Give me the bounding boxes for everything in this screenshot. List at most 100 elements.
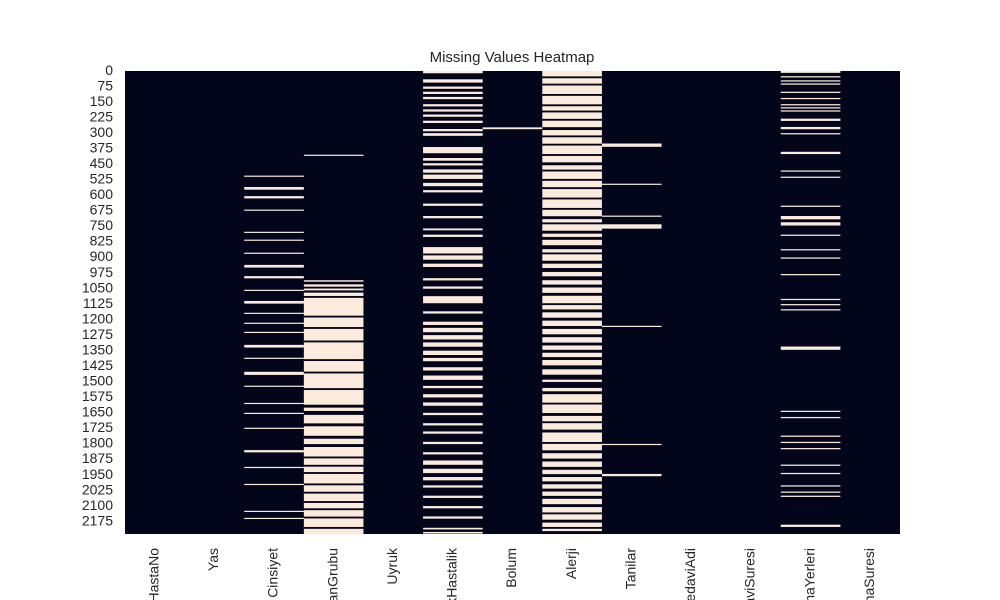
missing-cell bbox=[542, 328, 602, 335]
missing-cell bbox=[780, 524, 841, 527]
missing-cell bbox=[423, 506, 483, 509]
missing-cell bbox=[244, 466, 304, 469]
missing-cell bbox=[542, 369, 602, 375]
missing-cell bbox=[303, 407, 364, 411]
missing-cell bbox=[244, 412, 304, 415]
missing-cell bbox=[542, 145, 602, 155]
missing-cell bbox=[423, 431, 483, 434]
missing-cell bbox=[542, 78, 602, 84]
missing-cell bbox=[780, 71, 841, 73]
missing-cell bbox=[423, 485, 483, 488]
missing-cell bbox=[542, 106, 602, 111]
missing-cell bbox=[244, 483, 304, 486]
missing-cell bbox=[542, 522, 602, 527]
missing-cell bbox=[423, 255, 483, 260]
missing-cell bbox=[423, 158, 483, 161]
missing-cell bbox=[780, 435, 841, 437]
missing-cell bbox=[542, 305, 602, 310]
missing-cell bbox=[542, 224, 602, 231]
missing-cell bbox=[542, 469, 602, 475]
missing-cell bbox=[303, 438, 364, 445]
missing-cell bbox=[780, 485, 841, 487]
missing-cell bbox=[542, 219, 602, 223]
missing-cell bbox=[780, 222, 841, 226]
missing-cell bbox=[423, 296, 483, 304]
missing-cell bbox=[542, 171, 602, 179]
missing-cell bbox=[780, 110, 841, 112]
missing-cell bbox=[303, 361, 364, 372]
missing-cell bbox=[542, 120, 602, 128]
missing-cell bbox=[244, 175, 304, 177]
missing-cell bbox=[423, 357, 483, 362]
missing-cell bbox=[542, 528, 602, 532]
missing-cell bbox=[542, 189, 602, 198]
x-tick-label: KanGrubu bbox=[324, 548, 340, 600]
y-tick-label: 450 bbox=[90, 155, 114, 171]
missing-cell bbox=[423, 402, 483, 406]
missing-cell bbox=[780, 126, 841, 130]
missing-cell bbox=[303, 518, 364, 527]
x-tick-label: HastaNo bbox=[146, 548, 162, 600]
missing-cell bbox=[542, 498, 602, 505]
missing-cell bbox=[780, 216, 841, 220]
missing-cell bbox=[780, 170, 841, 172]
x-tick-label: KronikHastalik bbox=[444, 547, 460, 600]
missing-cell bbox=[423, 342, 483, 347]
missing-cell bbox=[423, 495, 483, 498]
missing-cell bbox=[423, 71, 483, 74]
missing-cell bbox=[423, 412, 483, 416]
missing-cell bbox=[423, 423, 483, 426]
missing-cell bbox=[542, 271, 602, 277]
y-tick-label: 1350 bbox=[82, 341, 113, 357]
missing-cell bbox=[303, 292, 364, 296]
missing-cell bbox=[542, 387, 602, 392]
missing-cell bbox=[423, 263, 483, 267]
missing-cell bbox=[303, 458, 364, 465]
missing-cell bbox=[423, 133, 483, 136]
missing-cell bbox=[780, 249, 841, 251]
missing-cell bbox=[542, 379, 602, 382]
missing-cell bbox=[780, 118, 841, 121]
missing-cell bbox=[780, 304, 841, 306]
missing-cell bbox=[542, 423, 602, 430]
missing-cell bbox=[303, 493, 364, 502]
missing-cell bbox=[423, 286, 483, 289]
missing-cell bbox=[542, 359, 602, 366]
missing-cell bbox=[542, 461, 602, 467]
missing-cell bbox=[780, 346, 841, 350]
y-tick-label: 2175 bbox=[82, 512, 113, 528]
missing-cell bbox=[542, 287, 602, 293]
missing-cell bbox=[780, 234, 841, 236]
missing-cell bbox=[423, 104, 483, 107]
missing-cell bbox=[244, 517, 304, 520]
missing-cell bbox=[780, 410, 841, 412]
missing-cell bbox=[423, 228, 483, 231]
missing-cell bbox=[423, 460, 483, 465]
y-tick-label: 750 bbox=[90, 217, 114, 233]
missing-cell bbox=[423, 477, 483, 481]
missing-cell bbox=[423, 120, 483, 123]
y-tick-label: 900 bbox=[90, 248, 114, 264]
y-tick-label: 375 bbox=[90, 139, 114, 155]
y-tick-label: 975 bbox=[90, 264, 114, 280]
missing-cell bbox=[303, 473, 364, 484]
y-tick-label: 2025 bbox=[82, 481, 113, 497]
missing-cell bbox=[542, 137, 602, 144]
missing-cell bbox=[244, 264, 304, 268]
missing-cell bbox=[542, 165, 602, 170]
missing-cell bbox=[423, 367, 483, 371]
missing-cell bbox=[542, 394, 602, 403]
missing-cell bbox=[244, 385, 304, 387]
missing-cell bbox=[542, 85, 602, 94]
y-tick-label: 1950 bbox=[82, 466, 113, 482]
missing-cell bbox=[423, 203, 483, 206]
x-tick-label: Bolum bbox=[503, 548, 519, 588]
x-tick-label: TedaviSuresi bbox=[742, 548, 758, 600]
missing-cell bbox=[244, 427, 304, 429]
missing-cell bbox=[780, 205, 841, 207]
missing-cell bbox=[423, 109, 483, 112]
missing-cell bbox=[244, 252, 304, 254]
missing-cell bbox=[780, 133, 841, 135]
missing-cell bbox=[542, 443, 602, 451]
missing-cell bbox=[244, 209, 304, 211]
